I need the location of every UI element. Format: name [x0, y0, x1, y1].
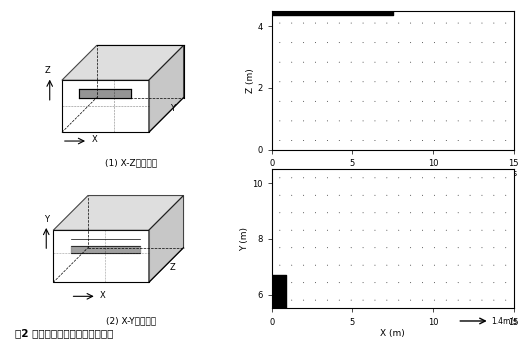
- Text: Z: Z: [170, 263, 175, 272]
- Polygon shape: [149, 45, 184, 132]
- Polygon shape: [149, 196, 184, 282]
- Y-axis label: Z (m): Z (m): [245, 68, 255, 92]
- Text: X: X: [100, 291, 106, 300]
- Text: Y: Y: [170, 105, 174, 114]
- Polygon shape: [53, 196, 184, 230]
- Y-axis label: Y (m): Y (m): [240, 227, 250, 251]
- Text: 5.6m/s: 5.6m/s: [491, 169, 517, 177]
- Text: (1) X-Z中央断面: (1) X-Z中央断面: [105, 158, 157, 167]
- X-axis label: X (m): X (m): [380, 171, 405, 180]
- Text: Y: Y: [45, 215, 49, 223]
- X-axis label: X (m): X (m): [380, 329, 405, 338]
- Text: 1.4m/s: 1.4m/s: [491, 317, 517, 326]
- Polygon shape: [62, 45, 184, 80]
- Text: Z: Z: [45, 66, 50, 75]
- Text: (2) X-Y中央断面: (2) X-Y中央断面: [106, 317, 156, 326]
- Text: 図2 谯蔵施設の平均気流速の分布: 図2 谯蔵施設の平均気流速の分布: [16, 329, 114, 339]
- Text: X: X: [91, 135, 97, 144]
